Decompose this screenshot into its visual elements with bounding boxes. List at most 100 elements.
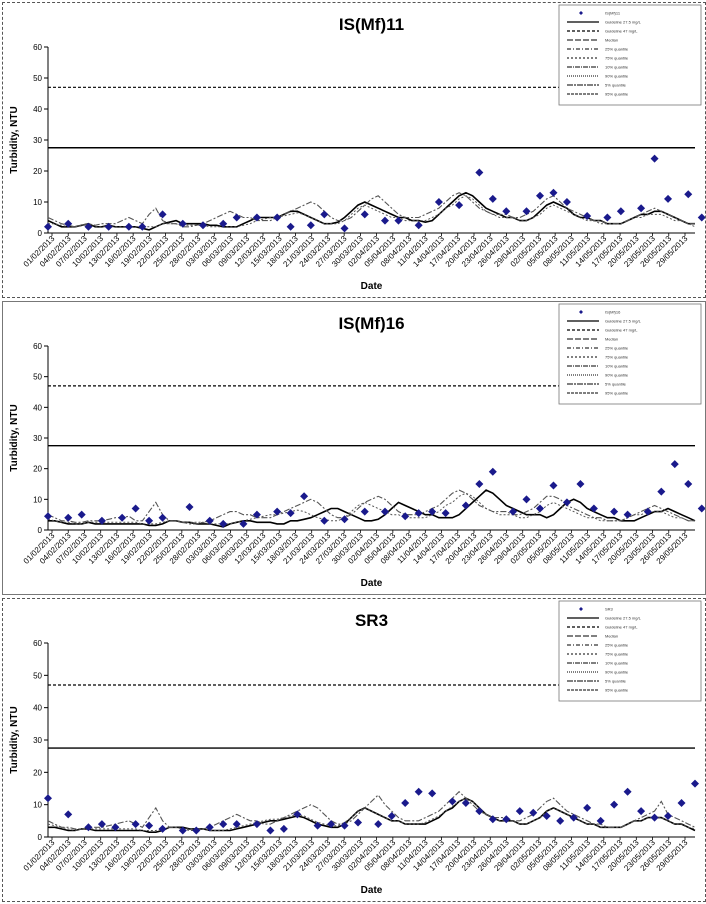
observed-point (327, 820, 336, 829)
observed-point (603, 213, 612, 222)
observed-point (401, 799, 410, 808)
legend-label: 95% quantile (605, 391, 629, 396)
observed-point (77, 510, 86, 519)
observed-point (131, 504, 140, 513)
observed-point (138, 222, 147, 231)
observed-point (488, 467, 497, 476)
observed-point (589, 504, 598, 513)
observed-point (535, 191, 544, 200)
legend-label: 5% quantile (605, 679, 627, 684)
y-tick-label: 0 (38, 833, 43, 842)
chart-title: IS(Mf)16 (338, 314, 404, 333)
observed-point (205, 823, 214, 832)
observed-point (360, 210, 369, 219)
legend-label: Guideline 27.5 mg/L (605, 319, 642, 324)
observed-point (488, 194, 497, 203)
legend-label: 95% quantile (605, 688, 629, 693)
observed-point (549, 481, 558, 490)
observed-point (401, 512, 410, 521)
legend-marker (579, 310, 583, 314)
observed-point (637, 807, 646, 816)
observed-point (502, 207, 511, 216)
legend-label: 25% quantile (605, 643, 629, 648)
y-tick-label: 10 (33, 801, 42, 810)
observed-point (475, 168, 484, 177)
series-line (47, 192, 695, 228)
legend-label: SR3 (605, 607, 614, 612)
observed-point (583, 803, 592, 812)
legend: IS(Mf)11 Guideline 27.5 mg/L Guideline 47 … (558, 4, 702, 106)
x-axis-label: Date (361, 578, 383, 589)
observed-point (475, 807, 484, 816)
observed-point (354, 818, 363, 827)
legend-label: 5% quantile (605, 83, 627, 88)
observed-point (145, 821, 154, 830)
observed-point (219, 519, 228, 528)
series-line (48, 195, 696, 228)
y-tick-label: 20 (33, 167, 42, 176)
observed-point (84, 222, 93, 231)
legend-label: Median (605, 634, 618, 639)
observed-point (219, 219, 228, 228)
observed-point (428, 789, 437, 798)
observed-point (239, 519, 248, 528)
legend-label: 10% quantile (605, 364, 629, 369)
y-tick-label: 40 (33, 105, 42, 114)
observed-point (434, 198, 443, 206)
observed-point (252, 820, 261, 829)
series-line (47, 191, 695, 231)
chart-panel-ismf11: IS(Mf)11 0 10 20 30 40 50 60 Turbidity, NTU 01/02… (2, 2, 706, 298)
observed-point (691, 779, 699, 788)
y-tick-label: 30 (33, 736, 42, 745)
observed-point (374, 820, 383, 829)
observed-point (232, 820, 241, 829)
observed-point (97, 516, 106, 525)
legend: IS(Mf)16 Guideline 27.5 mg/L Guideline 47 … (558, 303, 702, 405)
observed-point (286, 222, 295, 231)
observed-point (118, 513, 127, 522)
series-line (48, 489, 696, 528)
series-line (48, 797, 696, 833)
observed-point (84, 823, 93, 832)
y-tick-label: 30 (33, 434, 42, 443)
observed-point (320, 210, 329, 219)
observed-point (414, 221, 423, 230)
chart-title: IS(Mf)11 (339, 15, 404, 34)
x-axis-label: Date (361, 885, 383, 896)
observed-point (596, 816, 605, 825)
y-tick-label: 50 (33, 74, 42, 83)
chart-panel-sr3: SR3 0 10 20 30 40 50 60 Turbidity, NTU 01/02/2013… (2, 598, 706, 902)
observed-point (340, 224, 349, 233)
observed-point (556, 816, 565, 825)
observed-point (637, 204, 646, 213)
observed-point (232, 213, 241, 222)
legend: SR3 Guideline 27.5 mg/L Guideline 47 mg/L M… (558, 600, 702, 702)
series-line (47, 492, 695, 525)
legend-label: Guideline 47 mg/L (605, 625, 638, 630)
legend-label: 90% quantile (605, 670, 629, 675)
observed-point (64, 810, 73, 819)
observed-point (697, 504, 705, 513)
observed-point (657, 487, 666, 496)
observed-point (205, 516, 214, 525)
observed-point (569, 813, 578, 822)
legend-label: Guideline 27.5 mg/L (605, 616, 642, 621)
observed-point (704, 817, 705, 819)
y-axis-label: Turbidity, NTU (9, 106, 20, 173)
observed-point (549, 188, 558, 197)
y-tick-label: 0 (38, 526, 43, 535)
observed-point (610, 507, 619, 516)
observed-point (475, 480, 484, 488)
observed-point (97, 820, 106, 829)
legend-label: Guideline 27.5 mg/L (605, 20, 642, 25)
observed-point (44, 512, 52, 521)
observed-point (158, 513, 167, 522)
observed-point (199, 221, 208, 230)
y-axis-label: Turbidity, NTU (9, 404, 20, 471)
observed-point (428, 507, 437, 516)
observed-point (64, 219, 73, 228)
observed-point (279, 824, 288, 833)
observed-point (192, 826, 201, 835)
